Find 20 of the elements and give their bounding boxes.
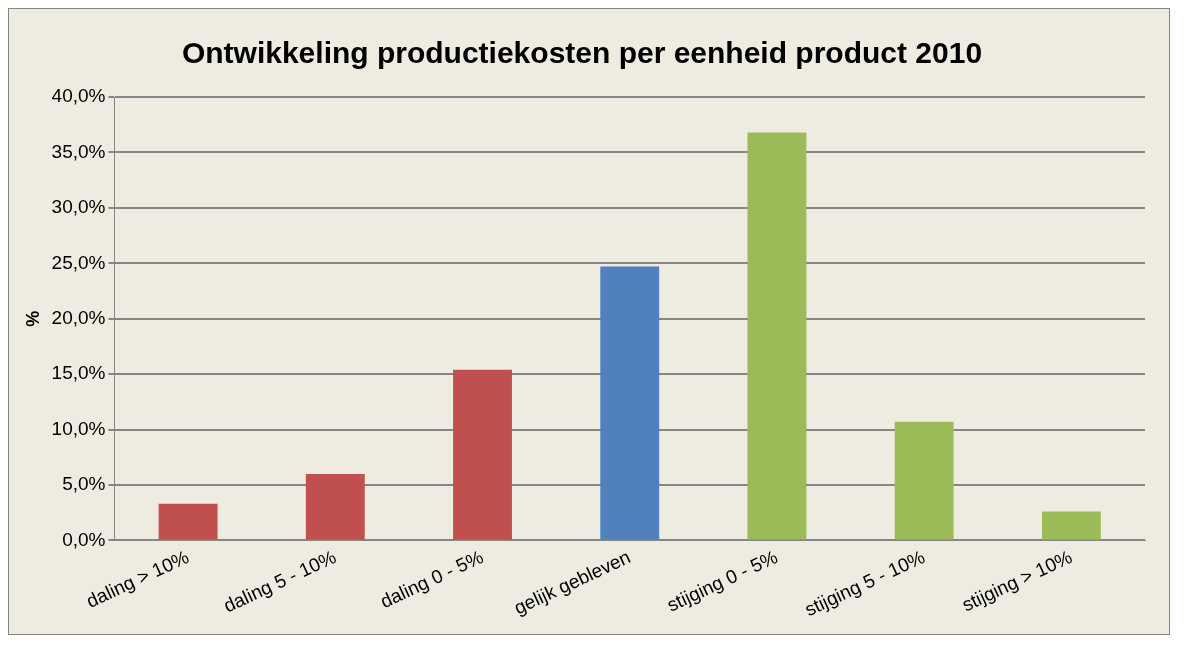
x-tick-label: daling 5 - 10% [220,546,340,617]
bar [158,503,218,540]
y-axis-title: % [22,310,43,327]
y-tick-label: 5,0% [62,473,106,495]
y-tick-label: 10,0% [51,417,106,439]
bar [747,132,807,540]
bar [894,421,954,540]
bar [453,369,512,540]
y-tick-label: 20,0% [51,306,106,328]
x-tick-label: stijging 0 - 5% [663,546,781,616]
bar [305,473,365,540]
y-tick-label: 40,0% [51,85,106,107]
bar [1041,511,1101,540]
y-tick-label: 25,0% [51,251,106,273]
bar [600,266,660,540]
x-tick-label: daling 0 - 5% [377,546,487,613]
y-tick-label: 15,0% [51,362,106,384]
y-tick-label: 35,0% [51,140,106,162]
y-tick-label: 30,0% [51,196,106,218]
chart-title: Ontwikkeling productiekosten per eenheid product 2010 [181,36,983,70]
